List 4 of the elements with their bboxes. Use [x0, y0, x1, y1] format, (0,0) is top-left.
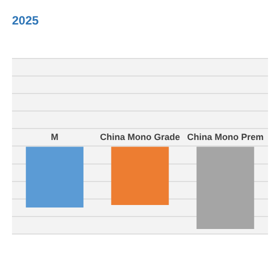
chart-title: 2025 [12, 14, 40, 28]
x-tick-label: China Mono Prem [187, 132, 264, 142]
x-tick-label: M [50, 132, 58, 142]
x-tick-label: China Mono Grade [100, 132, 180, 142]
